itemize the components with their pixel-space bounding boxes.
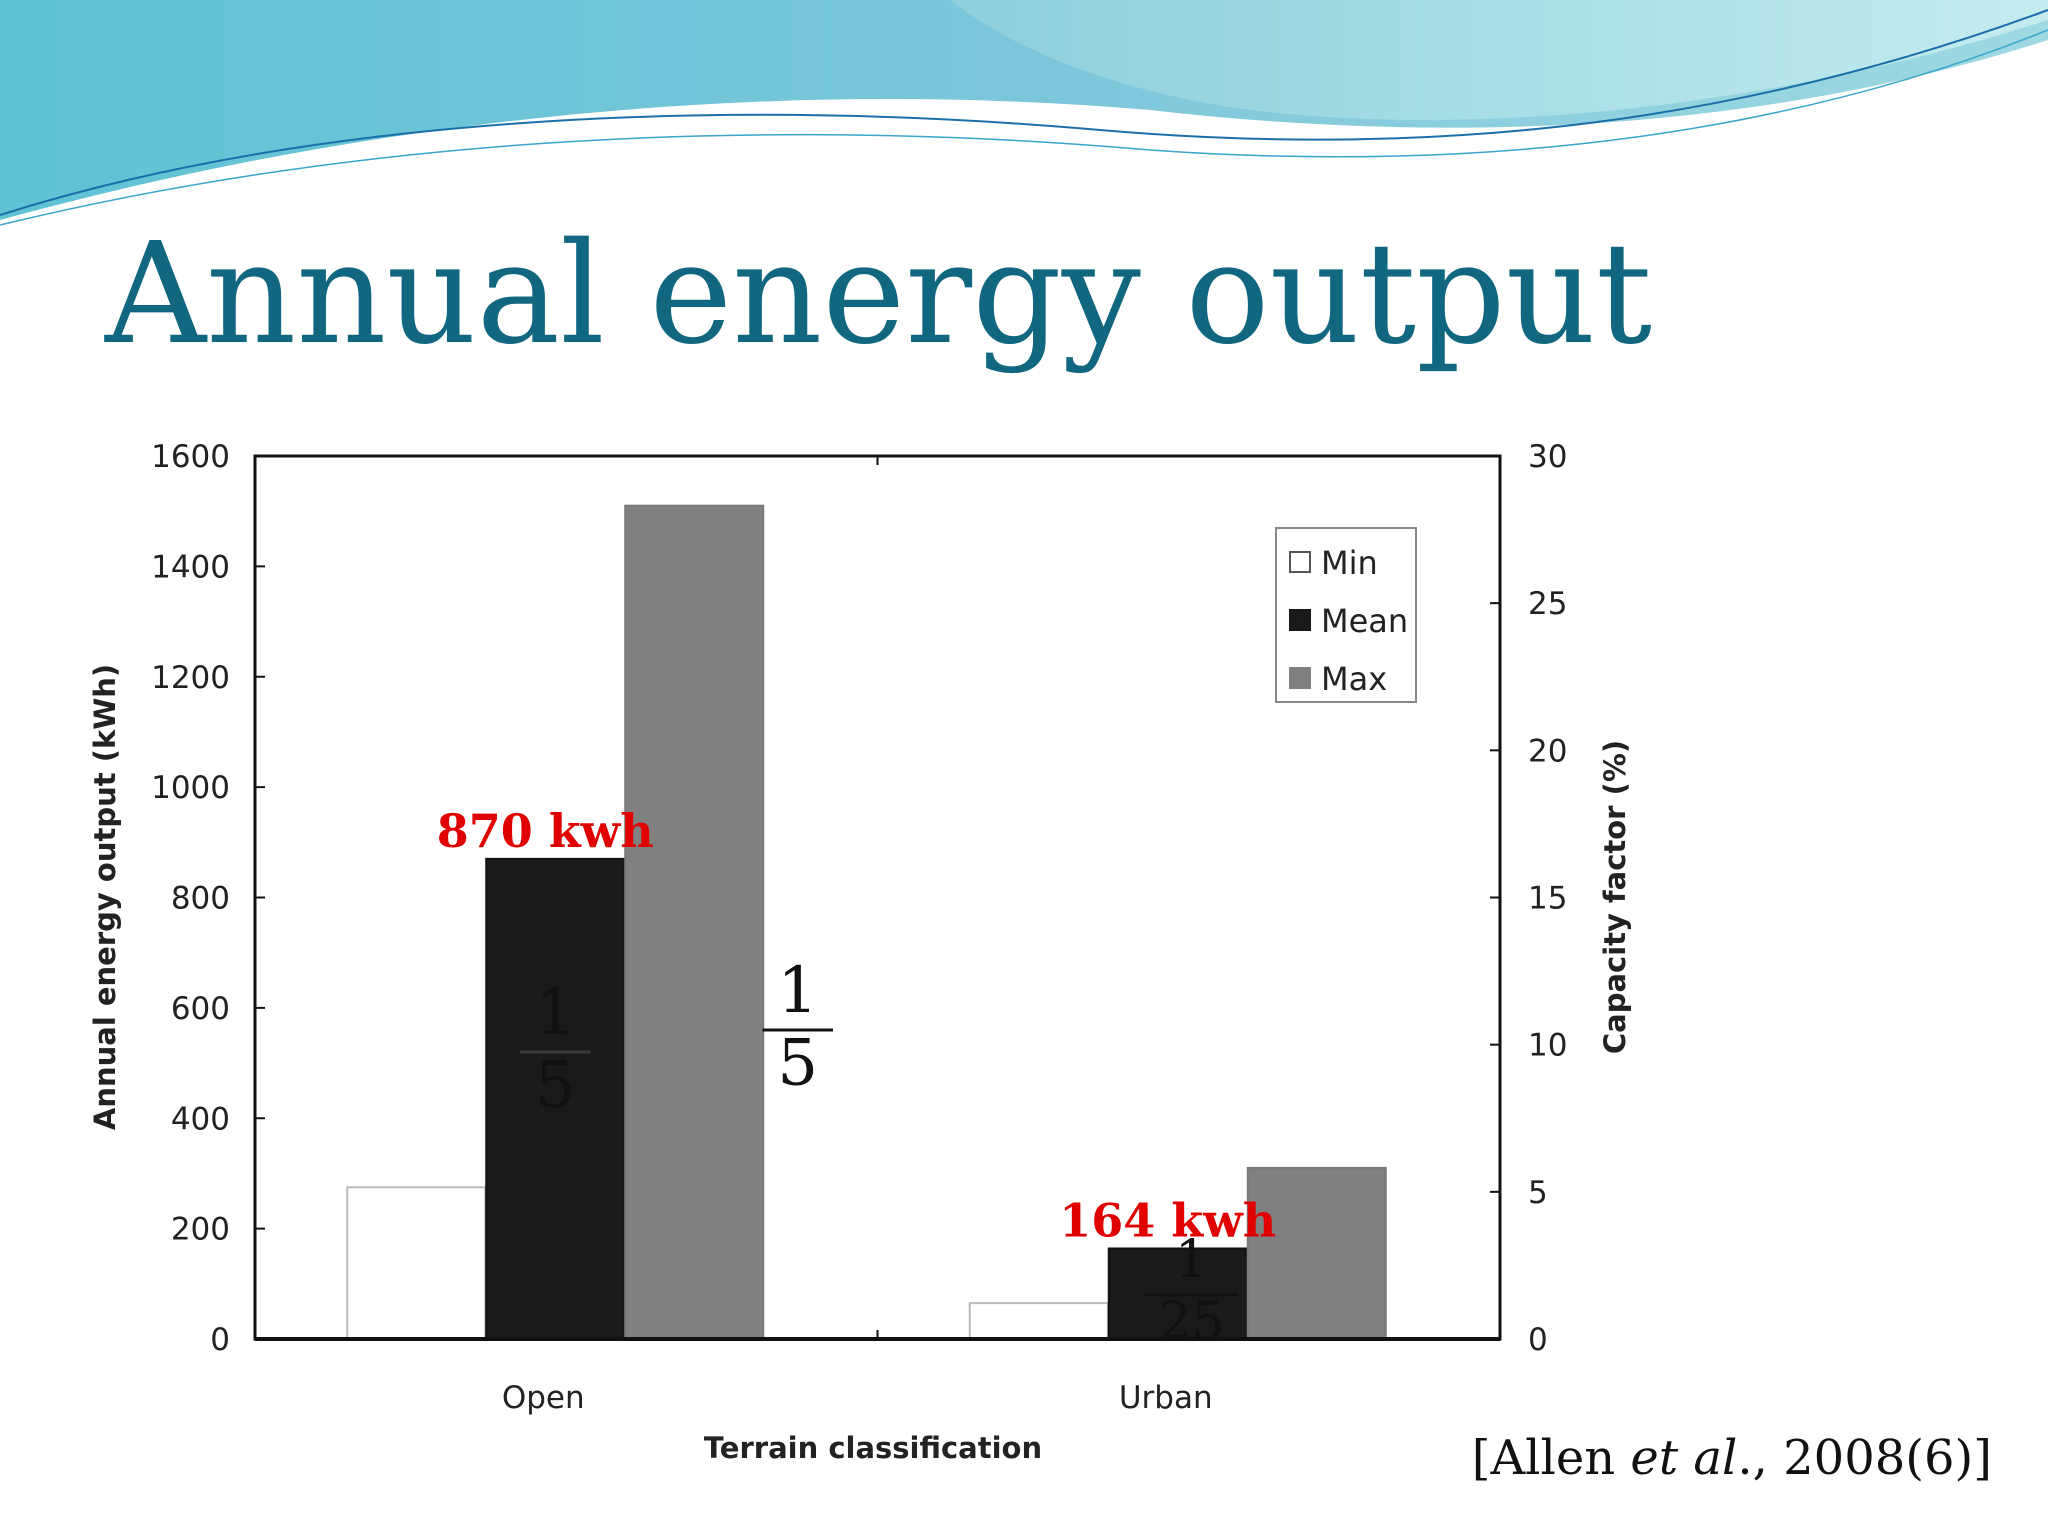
y-tick-label: 800 xyxy=(171,881,230,917)
y-tick-label: 200 xyxy=(171,1212,230,1248)
legend-label-mean: Mean xyxy=(1321,602,1408,640)
slide-title: Annual energy output xyxy=(105,213,1653,376)
legend-swatch-max xyxy=(1289,667,1311,689)
bar-open-mean xyxy=(485,857,626,1341)
fraction-numerator-open-max: 1 xyxy=(777,954,818,1028)
ticks-group: 0200400600800100012001400160005101520253… xyxy=(151,439,1567,1358)
y-tick-label: 1000 xyxy=(151,770,230,806)
labels-group: Open Urban Terrain classification Annual en… xyxy=(88,664,1632,1465)
annotation-open-mean: 870 kwh xyxy=(437,804,654,858)
category-label-open: Open xyxy=(502,1380,585,1416)
bar-open-max xyxy=(624,504,765,1340)
x-axis-title: Terrain classification xyxy=(704,1431,1042,1465)
y2-axis-title: Capacity factor (%) xyxy=(1598,740,1632,1054)
bar-open-min xyxy=(346,1186,487,1340)
y-tick-label: 1400 xyxy=(151,549,230,585)
legend-swatch-mean xyxy=(1289,609,1311,631)
y2-tick-label: 30 xyxy=(1528,439,1567,475)
y-tick-label: 1200 xyxy=(151,660,230,696)
y2-tick-label: 15 xyxy=(1528,881,1567,917)
citation-prefix: [Allen xyxy=(1471,1430,1631,1486)
y2-tick-label: 25 xyxy=(1528,586,1567,622)
y-axis-title: Annual energy output (kWh) xyxy=(88,664,122,1130)
fraction-numerator-urban-mean: 1 xyxy=(1175,1230,1208,1290)
legend-label-min: Min xyxy=(1321,544,1378,582)
y2-tick-label: 10 xyxy=(1528,1028,1567,1064)
legend-label-max: Max xyxy=(1321,660,1387,698)
header-wave-decoration xyxy=(0,0,2048,226)
bars-group xyxy=(346,504,1387,1341)
annotation-urban-mean: 164 kwh xyxy=(1059,1193,1276,1247)
bar-urban-max xyxy=(1246,1166,1387,1340)
y-tick-label: 0 xyxy=(210,1322,230,1358)
y2-tick-label: 5 xyxy=(1528,1175,1548,1211)
y-tick-label: 600 xyxy=(171,991,230,1027)
y-tick-label: 1600 xyxy=(151,439,230,475)
category-label-urban: Urban xyxy=(1119,1380,1213,1416)
fraction-denominator-open-mean: 5 xyxy=(535,1048,576,1122)
citation-suffix: ., 2008(6)] xyxy=(1737,1430,1992,1486)
legend-swatch-min xyxy=(1289,551,1311,573)
fraction-numerator-open-mean: 1 xyxy=(535,976,576,1050)
citation-italic: et al xyxy=(1630,1430,1738,1486)
y-tick-label: 400 xyxy=(171,1101,230,1137)
fraction-denominator-open-max: 5 xyxy=(777,1026,818,1100)
y2-tick-label: 20 xyxy=(1528,733,1567,769)
legend: Min Mean Max xyxy=(1275,527,1417,703)
citation: [Allen et al., 2008(6)] xyxy=(1472,1430,1992,1486)
bar-urban-min xyxy=(968,1302,1109,1341)
y2-tick-label: 0 xyxy=(1528,1322,1548,1358)
fraction-denominator-urban-mean: 25 xyxy=(1158,1292,1224,1352)
